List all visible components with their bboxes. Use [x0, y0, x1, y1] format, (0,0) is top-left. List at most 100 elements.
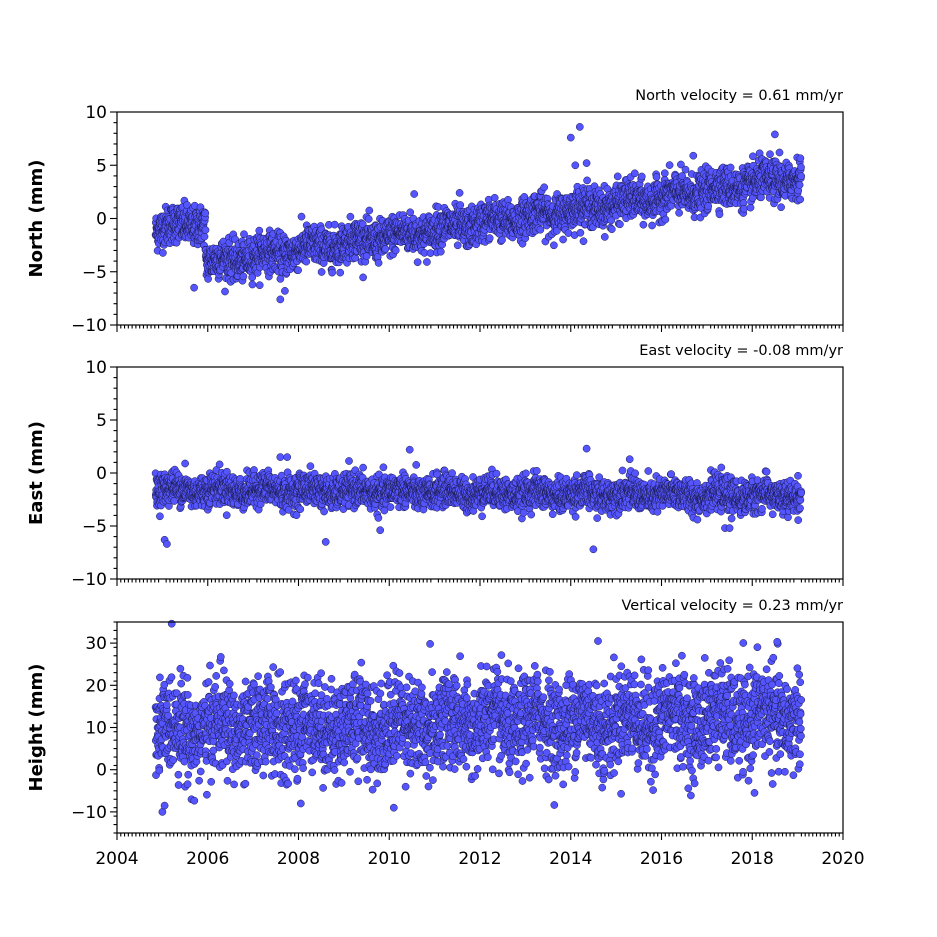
north-data-point	[665, 161, 674, 169]
north-data-point	[302, 257, 311, 266]
north-data-point	[771, 130, 779, 139]
north-data-point	[498, 236, 506, 244]
north-ytick-label: 5	[96, 156, 107, 176]
north-data-point	[726, 163, 735, 172]
north-data-point	[485, 234, 494, 242]
north-data-point	[689, 151, 698, 160]
north-data-point	[757, 193, 765, 202]
north-data-point	[294, 266, 302, 275]
north-data-point	[746, 203, 755, 212]
east-data-point	[156, 512, 164, 521]
north-velocity-label: North velocity = 0.61 mm/yr	[635, 88, 843, 104]
north-data-point	[190, 283, 198, 292]
east-data-point	[379, 463, 388, 472]
north-data-point	[607, 225, 616, 234]
north-data-point	[715, 210, 724, 219]
north-data-point	[453, 241, 462, 250]
north-data-point	[571, 161, 580, 170]
north-data-point	[797, 172, 806, 181]
north-ytick-label: 0	[96, 210, 107, 230]
north-data-point	[374, 259, 383, 267]
north-data-point	[575, 123, 584, 131]
north-data-point	[613, 172, 622, 181]
north-data-point	[221, 287, 229, 296]
north-data-point	[240, 230, 248, 239]
north-data-point	[201, 226, 210, 234]
north-data-point	[766, 150, 774, 159]
north-data-point	[336, 268, 345, 277]
north-data-point	[201, 209, 210, 218]
north-data-point	[281, 287, 289, 295]
north-data-point	[648, 221, 656, 230]
north-panel: −10 −5 0 5 10 North velocity = 0.61 mm/yr No…	[26, 88, 844, 336]
north-data-point	[200, 232, 209, 241]
north-data-point	[675, 209, 683, 217]
north-data-point	[255, 281, 264, 290]
north-data-point	[540, 183, 549, 192]
north-data-point	[795, 181, 804, 189]
north-data-point	[796, 195, 805, 204]
east-data-point	[320, 507, 328, 516]
north-data-point	[600, 233, 609, 241]
north-data-point	[364, 215, 373, 223]
north-data-point	[616, 220, 624, 229]
north-data-point	[777, 203, 785, 212]
north-data-point	[365, 206, 374, 215]
north-data-point	[317, 268, 326, 276]
north-data-point	[740, 204, 748, 213]
north-data-point	[276, 295, 285, 304]
north-data-point	[637, 172, 646, 181]
north-data-point	[456, 201, 465, 209]
north-data-point	[490, 193, 499, 202]
north-ytick-label: −5	[82, 263, 107, 283]
east-data-point	[215, 460, 224, 469]
east-data-point	[306, 462, 315, 471]
north-data-point	[652, 173, 661, 181]
north-data-point	[550, 241, 558, 250]
north-data-point	[423, 258, 431, 266]
north-data-point	[297, 212, 306, 221]
north-data-point	[797, 163, 805, 172]
north-data-point	[775, 148, 784, 157]
north-data-point	[661, 215, 670, 224]
east-points	[151, 444, 806, 554]
north-data-point	[681, 165, 690, 174]
east-data-point	[386, 503, 395, 511]
north-ytick-label: −10	[71, 316, 107, 336]
north-data-point	[576, 228, 585, 237]
north-data-point	[328, 268, 336, 277]
east-data-point	[448, 469, 456, 477]
north-data-point	[704, 202, 713, 211]
north-data-point	[660, 169, 669, 178]
north-data-point	[583, 176, 591, 185]
north-data-point	[239, 272, 248, 281]
north-points	[151, 123, 806, 304]
east-data-point	[359, 463, 367, 472]
north-data-point	[436, 247, 445, 256]
north-data-point	[351, 254, 360, 262]
north-data-point	[276, 275, 285, 283]
north-y-axis-label: North (mm)	[26, 160, 47, 278]
north-data-point	[248, 280, 257, 289]
east-data-point	[374, 514, 383, 522]
north-data-point	[183, 201, 191, 209]
north-data-point	[410, 190, 419, 198]
north-data-point	[639, 220, 648, 229]
east-data-point	[412, 461, 421, 469]
east-data-point	[345, 457, 353, 465]
north-data-point	[330, 220, 339, 229]
north-data-point	[204, 275, 212, 283]
north-data-point	[630, 169, 639, 178]
north-data-point	[559, 235, 567, 244]
north-data-point	[579, 237, 588, 246]
north-data-point	[255, 226, 264, 235]
north-data-point	[346, 212, 355, 221]
north-data-point	[796, 154, 805, 163]
north-data-point	[159, 249, 167, 257]
north-ytick-label: 10	[85, 103, 107, 123]
north-data-point	[381, 245, 390, 253]
east-data-point	[296, 505, 305, 514]
north-data-point	[359, 273, 367, 282]
